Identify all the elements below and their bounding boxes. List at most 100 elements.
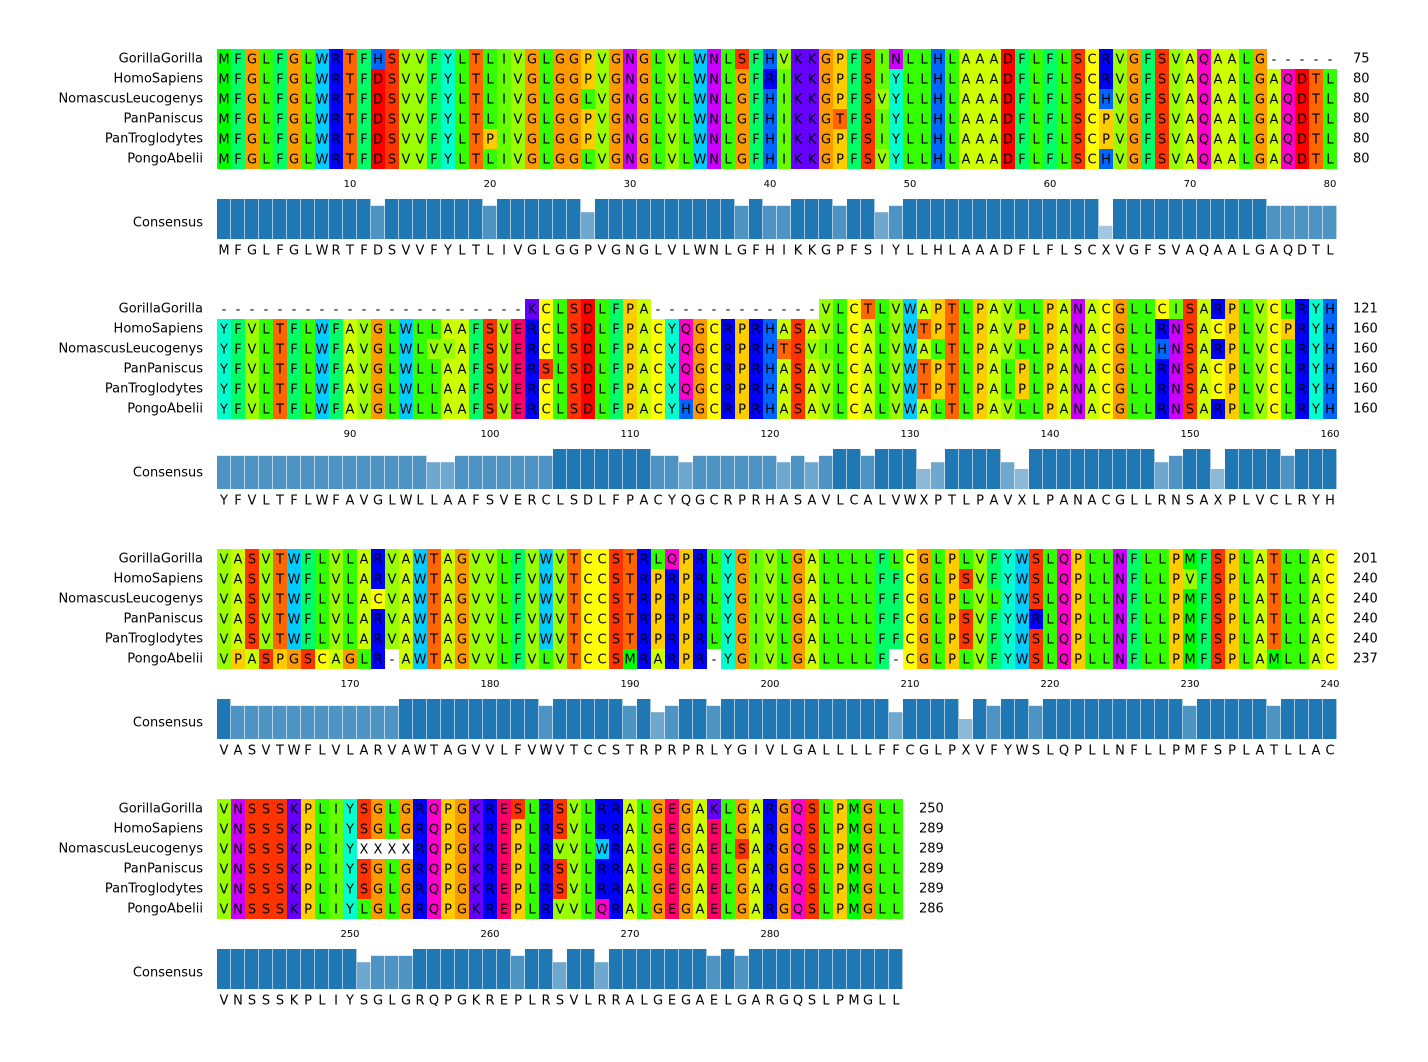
residue: V — [1172, 53, 1181, 68]
sequence-end: 160 — [1353, 322, 1378, 337]
residue: G — [653, 843, 663, 858]
residue: L — [710, 553, 718, 568]
consensus-residue: P — [836, 994, 844, 1009]
residue: N — [625, 73, 635, 88]
residue-cell — [805, 49, 819, 69]
residue: G — [821, 73, 831, 88]
residue: A — [1312, 553, 1321, 568]
consensus-residue: L — [934, 744, 942, 759]
residue: V — [1116, 53, 1125, 68]
residue: T — [1311, 93, 1320, 108]
residue: L — [1242, 553, 1250, 568]
residue: F — [878, 613, 885, 628]
residue: A — [640, 303, 649, 318]
residue: A — [1060, 343, 1069, 358]
residue: G — [779, 863, 789, 878]
residue: C — [849, 403, 858, 418]
residue: X — [374, 843, 383, 858]
residue: V — [388, 593, 397, 608]
residue: Y — [723, 653, 732, 668]
residue: L — [262, 53, 270, 68]
residue: W — [1016, 573, 1029, 588]
residue: R — [597, 883, 606, 898]
residue: V — [1004, 323, 1013, 338]
residue: R — [373, 573, 382, 588]
residue: N — [233, 823, 243, 838]
residue: S — [864, 133, 872, 148]
conservation-bar — [623, 949, 637, 989]
position-tick: 10 — [344, 179, 357, 190]
residue: Y — [723, 553, 732, 568]
consensus-residue: P — [738, 494, 746, 509]
consensus-residue: Y — [667, 494, 676, 509]
consensus-residue: L — [416, 494, 424, 509]
residue: T — [625, 613, 634, 628]
residue: L — [878, 883, 886, 898]
residue: G — [373, 403, 383, 418]
conservation-bar — [945, 699, 959, 739]
residue: P — [584, 133, 592, 148]
residue: S — [248, 803, 256, 818]
consensus-residue: P — [934, 494, 942, 509]
residue: L — [1004, 383, 1012, 398]
residue: V — [878, 93, 887, 108]
residue: S — [1214, 593, 1222, 608]
residue: L — [878, 843, 886, 858]
residue: P — [682, 633, 690, 648]
consensus-residue: S — [1186, 494, 1194, 509]
residue: P — [1228, 363, 1236, 378]
residue: L — [892, 553, 900, 568]
residue: V — [556, 843, 565, 858]
residue: K — [794, 53, 803, 68]
residue: R — [485, 803, 494, 818]
residue: R — [527, 323, 536, 338]
consensus-residue: L — [1284, 494, 1292, 509]
conservation-bar — [805, 699, 819, 739]
consensus-residue: P — [836, 244, 844, 259]
residue: L — [864, 633, 872, 648]
residue: L — [598, 403, 606, 418]
residue: H — [765, 403, 775, 418]
residue: S — [612, 593, 620, 608]
residue: T — [1269, 613, 1278, 628]
residue: W — [904, 303, 917, 318]
residue-cell — [595, 69, 609, 89]
residue: G — [527, 113, 537, 128]
residue: V — [556, 553, 565, 568]
residue: L — [836, 383, 844, 398]
residue: T — [275, 633, 284, 648]
conservation-bar — [763, 949, 777, 989]
residue: D — [1003, 73, 1013, 88]
residue-cell — [749, 49, 763, 69]
residue: L — [1088, 653, 1096, 668]
residue: R — [527, 343, 536, 358]
residue: A — [1312, 593, 1321, 608]
conservation-bar — [1239, 699, 1253, 739]
residue: S — [808, 843, 816, 858]
residue: Q — [429, 843, 439, 858]
residue: L — [1284, 343, 1292, 358]
consensus-residue: A — [1060, 494, 1069, 509]
conservation-bar — [777, 949, 791, 989]
residue: V — [220, 803, 229, 818]
residue: L — [892, 803, 900, 818]
residue: V — [248, 383, 257, 398]
residue: Y — [1003, 613, 1012, 628]
conservation-bar — [973, 699, 987, 739]
residue: P — [1172, 633, 1180, 648]
conservation-bar — [371, 705, 385, 739]
residue: V — [892, 323, 901, 338]
conservation-bar — [1001, 462, 1015, 489]
residue: A — [640, 343, 649, 358]
residue: N — [625, 53, 635, 68]
residue: A — [990, 323, 999, 338]
residue-cell — [651, 69, 665, 89]
consensus-residue: F — [1018, 244, 1025, 259]
residue-cell — [413, 89, 427, 109]
residue: S — [1186, 323, 1194, 338]
conservation-bar — [511, 199, 525, 239]
residue: T — [1269, 553, 1278, 568]
conservation-bar — [567, 199, 581, 239]
residue: S — [612, 553, 620, 568]
residue: P — [626, 343, 634, 358]
